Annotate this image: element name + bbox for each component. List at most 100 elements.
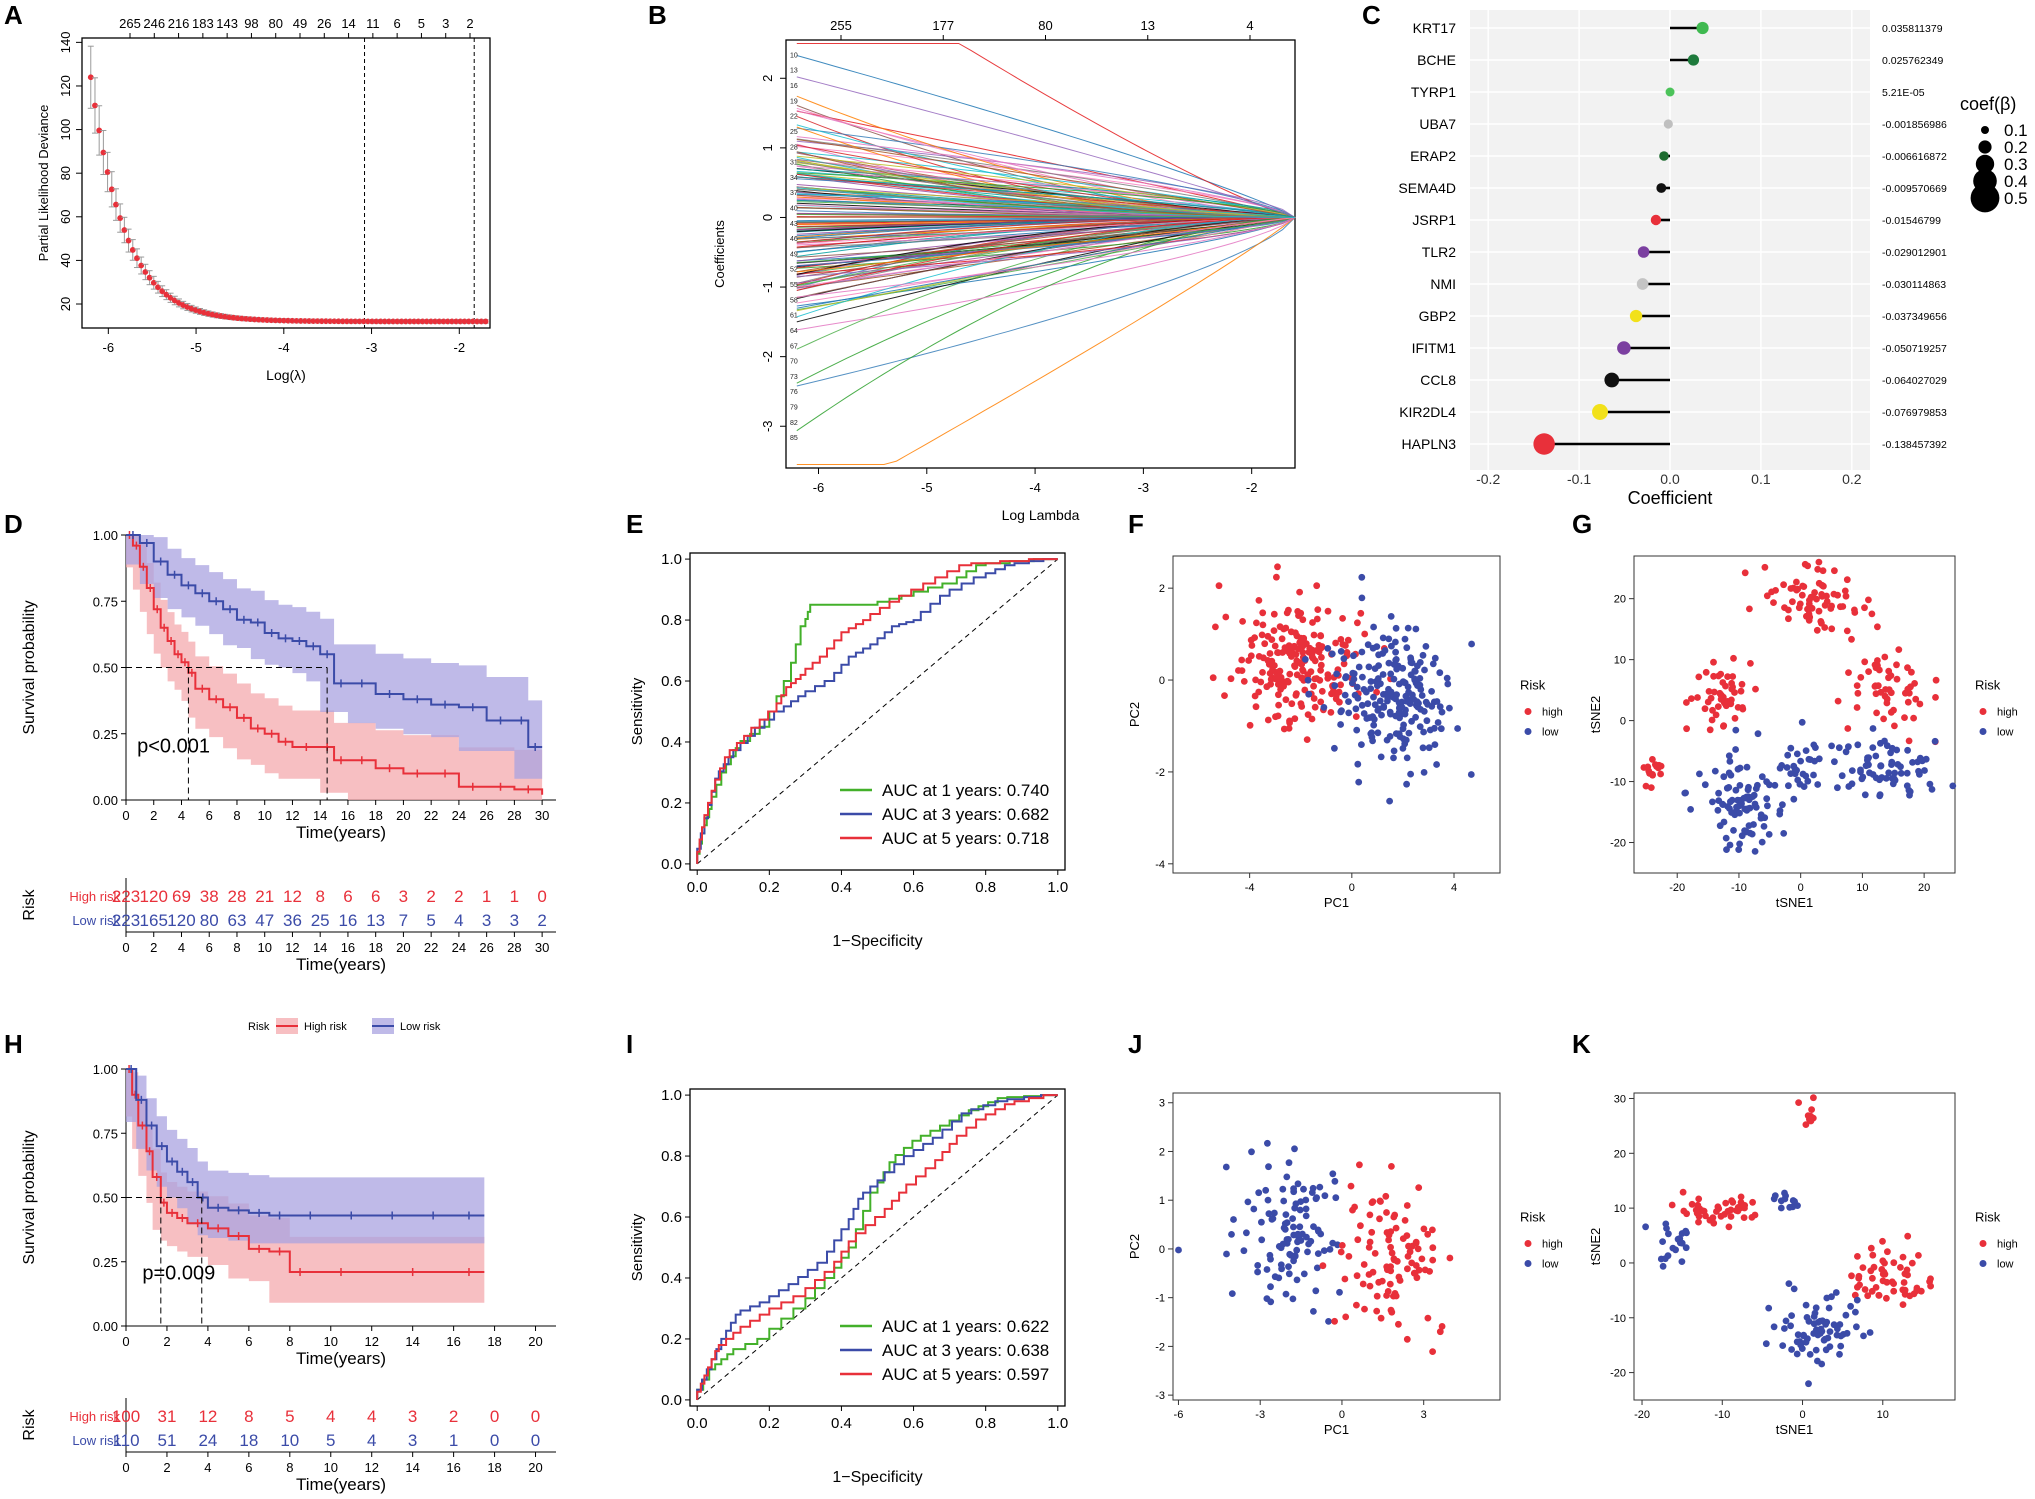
panel-f-point [1308, 715, 1316, 723]
panel-k-point [1782, 1317, 1790, 1325]
panel-h-risk-row-label: High risk [69, 1409, 120, 1424]
panel-j-point [1375, 1278, 1383, 1286]
panel-c-dot [1636, 278, 1649, 290]
panel-i-y-tick-label: 1.0 [661, 1087, 682, 1104]
panel-f-point [1390, 747, 1398, 755]
panel-g-point [1745, 822, 1753, 829]
panel-a-top-tick-label: 11 [366, 16, 380, 31]
panel-b-path-index: 46 [790, 236, 798, 243]
panel-g-point [1865, 596, 1872, 604]
panel-f-point [1310, 682, 1317, 690]
panel-g-point [1865, 668, 1872, 675]
panel-f-point [1317, 698, 1325, 706]
panel-h-y-tick-label: 0.25 [93, 1255, 118, 1270]
panel-f-point [1390, 754, 1397, 762]
panel-e-y-tick-label: 1.0 [661, 551, 682, 568]
panel-f-point [1340, 655, 1348, 662]
panel-b-y-tick-label: -1 [760, 281, 775, 293]
panel-k-point [1694, 1201, 1702, 1209]
panel-j-point [1357, 1222, 1364, 1230]
panel-b-coef-path [796, 213, 1296, 218]
panel-k-point [1737, 1199, 1745, 1206]
panel-f-point [1376, 697, 1384, 705]
panel-g-y-tick-label: 20 [1614, 594, 1626, 606]
panel-g-point [1877, 762, 1885, 770]
panel-b-x-tick-label: -4 [1029, 480, 1041, 495]
panel-j-point [1332, 1194, 1340, 1202]
panel-b-y-tick-label: 0 [760, 214, 775, 221]
panel-j-point [1365, 1271, 1373, 1278]
panel-f-point [1354, 760, 1362, 768]
panel-g-point [1862, 762, 1870, 770]
panel-d-ci-band [126, 535, 543, 800]
panel-g-point [1696, 770, 1703, 778]
panel-c-dot [1663, 119, 1673, 129]
panel-d-risk-x-tick-label: 12 [285, 940, 299, 955]
panel-b-coef-path [796, 95, 1296, 218]
panel-j-point [1405, 1242, 1412, 1250]
panel-c-legend-dot [1978, 140, 1992, 154]
panel-c-dot [1696, 21, 1709, 35]
panel-f-point [1247, 636, 1255, 644]
panel-k-point [1682, 1244, 1690, 1252]
panel-g-point [1908, 668, 1915, 676]
panel-f-point [1387, 670, 1395, 678]
panel-g-point [1808, 604, 1816, 612]
panel-k-point [1781, 1195, 1789, 1203]
panel-k-point [1688, 1200, 1696, 1208]
panel-b-frame [785, 39, 1296, 469]
panel-b-ylabel: Coefficients [712, 220, 727, 288]
panel-f-point [1311, 675, 1319, 683]
panel-k-legend-dot [1979, 1240, 1987, 1247]
panel-f-point [1317, 667, 1324, 674]
panel-f-point [1369, 713, 1377, 721]
panel-f-frame [1172, 555, 1501, 874]
panel-f-point [1421, 666, 1428, 674]
panel-g-point [1710, 688, 1718, 696]
panel-b-path-index: 55 [790, 282, 798, 289]
panel-f-point [1446, 704, 1453, 712]
panel-c-legend-dot [1970, 183, 2000, 213]
panel-f-point [1468, 640, 1475, 648]
panel-k-legend-title: Risk [1975, 1210, 2001, 1225]
panel-f-point [1444, 680, 1452, 688]
panel-g-point [1723, 846, 1730, 853]
panel-f-point [1286, 719, 1293, 727]
panel-c-gene-label: TYRP1 [1411, 84, 1456, 100]
panel-a-top-tick-label: 5 [418, 16, 425, 31]
panel-j-point [1354, 1236, 1362, 1244]
panel-k-point [1903, 1266, 1911, 1274]
panel-g-point [1854, 689, 1862, 697]
panel-f-point [1399, 725, 1407, 733]
panel-i-y-tick-label: 0.2 [661, 1331, 682, 1348]
panel-d-x-tick-label: 8 [233, 808, 240, 823]
panel-f-point [1392, 638, 1399, 646]
panel-f-point [1380, 702, 1388, 710]
panel-f-point [1355, 778, 1363, 786]
panel-d-risk-row-label: Low risk [72, 913, 120, 928]
panel-f-point [1354, 619, 1361, 627]
panel-f-point [1436, 703, 1444, 711]
panel-g-point [1828, 602, 1835, 610]
panel-f-point [1422, 643, 1430, 650]
panel-h-legend-label: Low risk [400, 1021, 441, 1033]
panel-g-point [1928, 786, 1936, 793]
panel-h-risk-x-tick-label: 0 [122, 1460, 129, 1475]
panel-j-point [1356, 1161, 1363, 1169]
panel-j-point [1426, 1268, 1433, 1275]
panel-h-x-tick-label: 10 [324, 1334, 338, 1349]
panel-k-point [1808, 1106, 1815, 1113]
panel-k-point [1875, 1291, 1883, 1299]
panel-f-point [1297, 700, 1305, 707]
panel-d-risk-count: 0 [537, 887, 546, 906]
panel-d-x-tick-label: 30 [535, 808, 549, 823]
panel-g-x-tick-label: -10 [1731, 882, 1747, 894]
panel-c-coef-label: 5.21E-05 [1882, 87, 1925, 99]
panel-f-point [1333, 670, 1340, 678]
panel-f-point [1270, 627, 1278, 634]
panel-d-risk-x-tick-label: 24 [452, 940, 466, 955]
panel-c-dot [1604, 372, 1620, 388]
panel-f-point [1403, 697, 1411, 705]
panel-k-point [1727, 1213, 1735, 1220]
panel-f-point [1399, 745, 1407, 752]
